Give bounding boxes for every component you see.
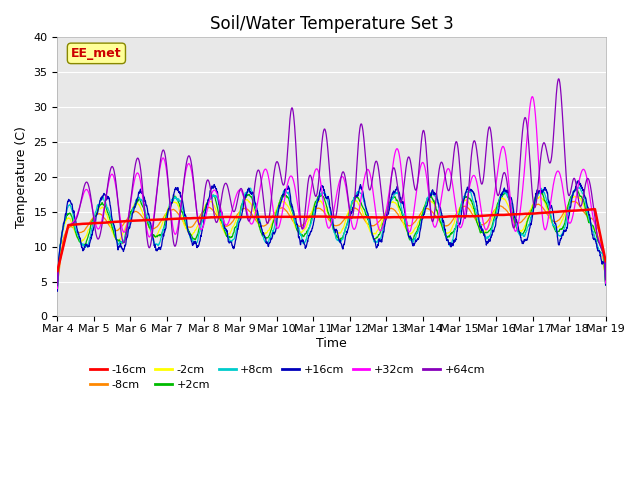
X-axis label: Time: Time [316,337,347,350]
Legend: -16cm, -8cm, -2cm, +2cm, +8cm, +16cm, +32cm, +64cm: -16cm, -8cm, -2cm, +2cm, +8cm, +16cm, +3… [86,360,490,395]
Text: EE_met: EE_met [71,47,122,60]
Title: Soil/Water Temperature Set 3: Soil/Water Temperature Set 3 [210,15,453,33]
Y-axis label: Temperature (C): Temperature (C) [15,126,28,228]
